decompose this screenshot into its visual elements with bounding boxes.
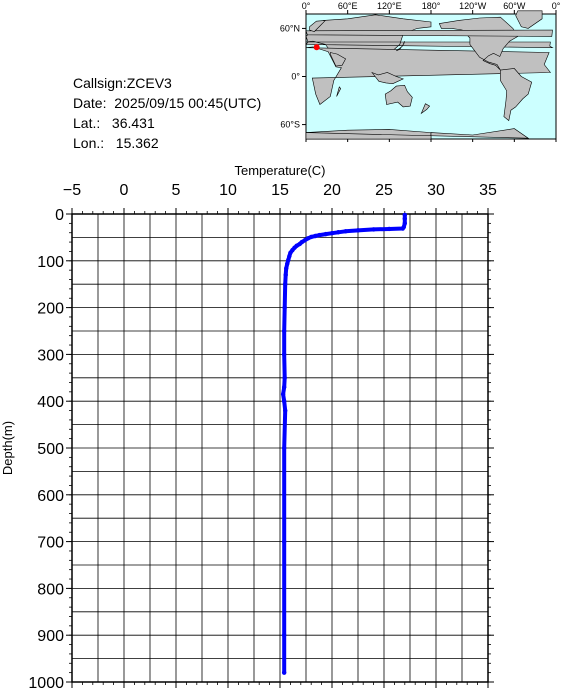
temperature-profile-point bbox=[387, 226, 392, 232]
y-tick-label: 400 bbox=[37, 394, 64, 411]
map-lat-label: 60°S bbox=[280, 120, 300, 130]
y-tick-label: 200 bbox=[37, 301, 64, 318]
x-tick-label: 25 bbox=[375, 182, 393, 199]
y-tick-label: 800 bbox=[37, 581, 64, 598]
y-tick-label: 600 bbox=[37, 488, 64, 505]
temperature-profile-point bbox=[281, 352, 287, 357]
y-tick-label: 500 bbox=[37, 441, 64, 458]
land-mass bbox=[420, 103, 431, 115]
map-land bbox=[305, 10, 554, 140]
land-mass bbox=[329, 52, 347, 67]
land-mass bbox=[515, 10, 543, 29]
temperature-profile-point bbox=[283, 408, 288, 413]
y-tick-label: 1000 bbox=[28, 675, 64, 690]
temperature-profile-point bbox=[281, 384, 287, 390]
y-tick-label: 700 bbox=[37, 535, 64, 552]
temperature-profile-point bbox=[317, 232, 322, 238]
temperature-profile-line bbox=[281, 212, 407, 675]
map-lon-label: 60°E bbox=[338, 1, 358, 11]
y-axis-title: Depth(m) bbox=[0, 421, 15, 475]
temperature-profile-point bbox=[281, 445, 287, 451]
y-tick-label: 300 bbox=[37, 347, 64, 364]
temperature-profile-point bbox=[402, 212, 407, 218]
temperature-profile-point bbox=[343, 229, 348, 234]
temperature-profile-point bbox=[280, 391, 286, 397]
land-mass bbox=[305, 128, 530, 140]
callsign-text: Callsign:ZCEV3 bbox=[73, 75, 172, 91]
x-tick-label: 10 bbox=[219, 182, 237, 199]
land-mass bbox=[500, 68, 533, 122]
land-mass bbox=[384, 84, 413, 108]
x-tick-label: 35 bbox=[479, 182, 497, 199]
map-lon-label: 0° bbox=[552, 1, 561, 11]
temperature-profile-point bbox=[282, 375, 287, 380]
temperature-profile-point bbox=[281, 633, 287, 638]
land-mass bbox=[396, 41, 405, 52]
temperature-profile-point bbox=[281, 670, 287, 675]
map-lat-label: 0° bbox=[291, 72, 300, 82]
world-map: 0° 60°E 120°E 180° 120°W 60°W 0° 60°N 0° 60°S bbox=[280, 1, 561, 142]
temperature-profile-point bbox=[283, 272, 288, 278]
longitude-text: Lon.: 15.362 bbox=[73, 135, 159, 151]
temperature-profile-point bbox=[323, 231, 328, 237]
x-tick-label: 15 bbox=[271, 182, 289, 199]
temperature-profile-point bbox=[313, 233, 318, 239]
temperature-profile-point bbox=[402, 221, 407, 226]
temperature-profile-point bbox=[400, 226, 405, 231]
map-lon-label: 180° bbox=[422, 1, 441, 11]
map-lon-label: 60°W bbox=[503, 1, 526, 11]
temperature-profile-point bbox=[285, 261, 290, 266]
map-lon-label: 120°W bbox=[459, 1, 487, 11]
plot-frame bbox=[71, 213, 489, 683]
station-info: Callsign:ZCEV3 Date: 2025/09/15 00:45(UT… bbox=[73, 73, 261, 153]
land-mass bbox=[305, 46, 552, 105]
temperature-profile-point bbox=[281, 539, 287, 544]
x-tick-label: 20 bbox=[323, 182, 341, 199]
x-tick-label: 30 bbox=[427, 182, 445, 199]
temperature-profile-point bbox=[336, 230, 341, 235]
land-mass bbox=[371, 71, 405, 85]
y-tick-label: 0 bbox=[55, 207, 64, 224]
y-tick-label: 100 bbox=[37, 254, 64, 271]
temperature-profile-point bbox=[284, 266, 289, 271]
temperature-profile-point bbox=[355, 228, 361, 233]
temperature-profile-point bbox=[371, 227, 376, 232]
temperature-profile-point bbox=[329, 230, 335, 236]
temperature-profile-point bbox=[281, 399, 287, 404]
y-tick-label: 900 bbox=[37, 628, 64, 645]
land-mass bbox=[336, 86, 342, 97]
x-tick-label: −5 bbox=[63, 182, 81, 199]
land-mass bbox=[305, 29, 553, 37]
map-lat-label: 60°N bbox=[280, 23, 300, 33]
temperature-profile-point bbox=[287, 253, 292, 259]
land-mass bbox=[309, 20, 327, 32]
temperature-profile-point bbox=[283, 282, 288, 287]
x-tick-label: 5 bbox=[172, 182, 181, 199]
x-axis-title: Temperature(C) bbox=[234, 163, 325, 178]
x-tick-label: 0 bbox=[120, 182, 129, 199]
map-lon-label: 0° bbox=[302, 1, 311, 11]
date-text: Date: 2025/09/15 00:45(UTC) bbox=[73, 95, 262, 111]
temperature-profile-point bbox=[281, 328, 287, 334]
temperature-profile-point bbox=[402, 216, 407, 221]
location-marker bbox=[313, 44, 320, 51]
map-lon-label: 120°E bbox=[377, 1, 402, 11]
latitude-text: Lat.: 36.431 bbox=[73, 115, 155, 131]
temperature-profile-point bbox=[282, 305, 287, 310]
temperature-profile-point bbox=[286, 257, 291, 263]
